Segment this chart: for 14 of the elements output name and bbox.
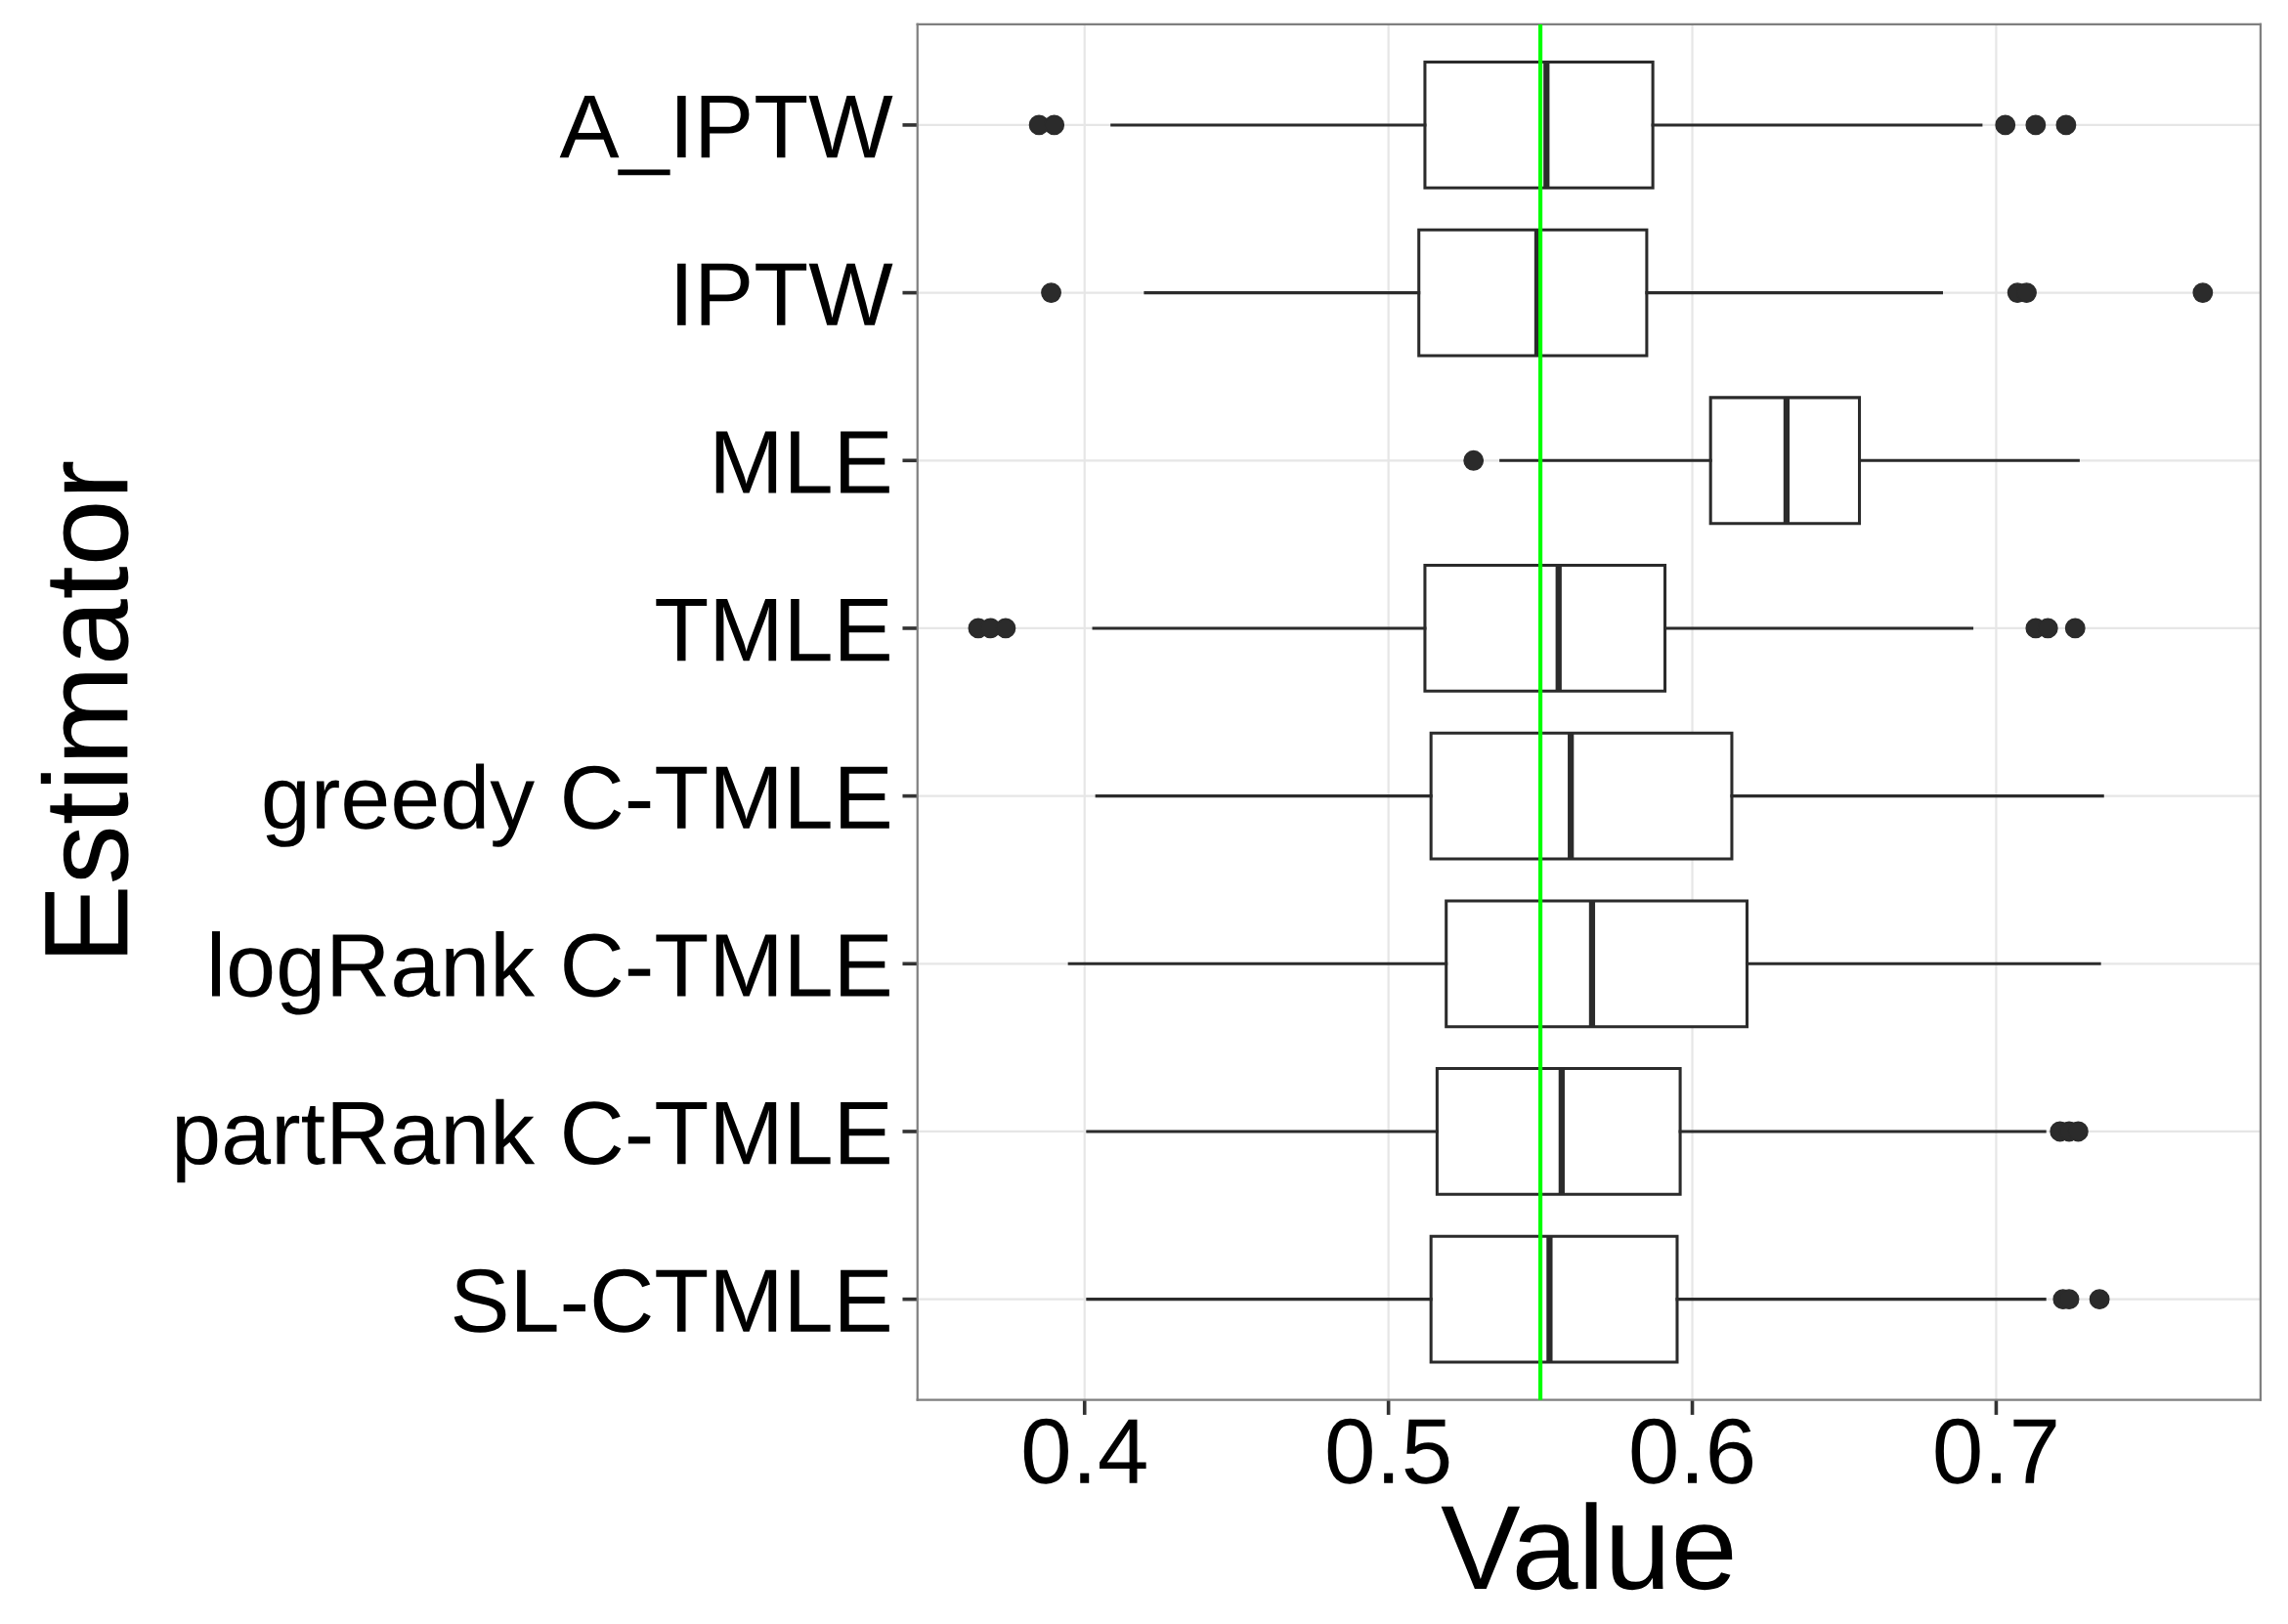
x-tick-label: 0.7 [1935, 1418, 2056, 1484]
y-tick-label: greedy C-TMLE [264, 763, 889, 847]
y-tick-label: partRank C-TMLE [177, 1098, 889, 1183]
y-tick-label: TMLE [656, 599, 889, 662]
y-tick-label: SL-CTMLE [453, 1268, 889, 1333]
x-axis-title: Value [1441, 1502, 1733, 1591]
y-tick-label: logRank C-TMLE [211, 931, 889, 1015]
x-tick-label: 0.6 [1631, 1418, 1753, 1484]
y-tick-label: IPTW [677, 263, 893, 325]
y-axis-title: Estimator [40, 461, 129, 955]
x-tick-label: 0.5 [1327, 1418, 1449, 1484]
y-tick-label: A_IPTW [559, 96, 893, 176]
y-tick-label: MLE [715, 431, 889, 493]
x-tick-label: 0.4 [1023, 1418, 1146, 1484]
